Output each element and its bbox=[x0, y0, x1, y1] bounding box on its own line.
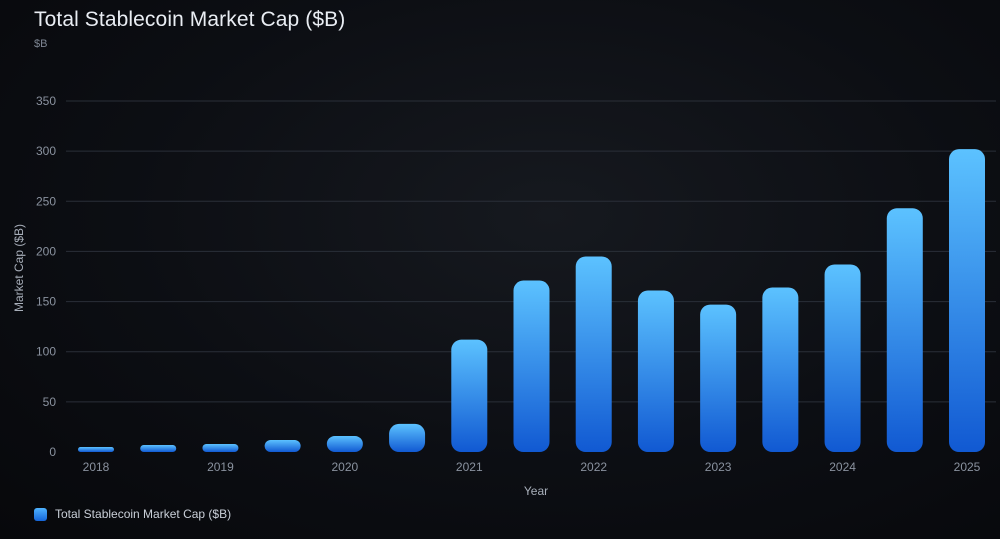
x-axis-title: Year bbox=[524, 484, 548, 498]
x-axis-ticks: 2018 2019 2020 2021 2022 2023 2024 2025 bbox=[83, 460, 981, 474]
bar-2024 bbox=[824, 264, 861, 452]
y-tick-label: 300 bbox=[36, 144, 56, 158]
bar-2018 bbox=[78, 447, 114, 452]
bar-2022 bbox=[575, 256, 612, 452]
bar-2019 bbox=[202, 443, 239, 452]
bars bbox=[78, 149, 985, 452]
bar-2023.5 bbox=[762, 287, 799, 452]
bar-2018.5 bbox=[140, 444, 177, 452]
bar-2021.5 bbox=[513, 280, 550, 452]
chart-title: Total Stablecoin Market Cap ($B) bbox=[34, 8, 346, 31]
y-tick-label: 150 bbox=[36, 295, 56, 309]
bar-2019.5 bbox=[264, 439, 301, 452]
chart-subtitle: $B bbox=[34, 38, 48, 50]
y-tick-label: 0 bbox=[49, 445, 56, 459]
bar-2023 bbox=[700, 304, 737, 452]
bar-2020.5 bbox=[389, 423, 426, 452]
x-tick-label: 2023 bbox=[705, 460, 732, 474]
x-tick-label: 2022 bbox=[580, 460, 607, 474]
legend-swatch bbox=[34, 507, 47, 521]
bar-2020 bbox=[326, 435, 363, 452]
y-tick-label: 350 bbox=[36, 94, 56, 108]
y-tick-label: 250 bbox=[36, 194, 56, 208]
y-axis-ticks: 0 50 100 150 200 250 300 350 bbox=[36, 94, 56, 459]
y-tick-label: 200 bbox=[36, 244, 56, 258]
y-axis-title: Market Cap ($B) bbox=[12, 224, 26, 312]
x-tick-label: 2020 bbox=[332, 460, 359, 474]
bar-2024.5 bbox=[886, 208, 923, 452]
x-tick-label: 2018 bbox=[83, 460, 110, 474]
y-tick-label: 100 bbox=[36, 345, 56, 359]
x-tick-label: 2021 bbox=[456, 460, 483, 474]
x-tick-label: 2025 bbox=[954, 460, 981, 474]
legend: Total Stablecoin Market Cap ($B) bbox=[34, 507, 231, 521]
y-tick-label: 50 bbox=[43, 395, 57, 409]
x-tick-label: 2024 bbox=[829, 460, 856, 474]
bar-2022.5 bbox=[637, 290, 674, 452]
x-tick-label: 2019 bbox=[207, 460, 234, 474]
legend-label: Total Stablecoin Market Cap ($B) bbox=[55, 507, 232, 521]
bar-2021 bbox=[451, 339, 488, 452]
bar-2025 bbox=[949, 149, 985, 452]
